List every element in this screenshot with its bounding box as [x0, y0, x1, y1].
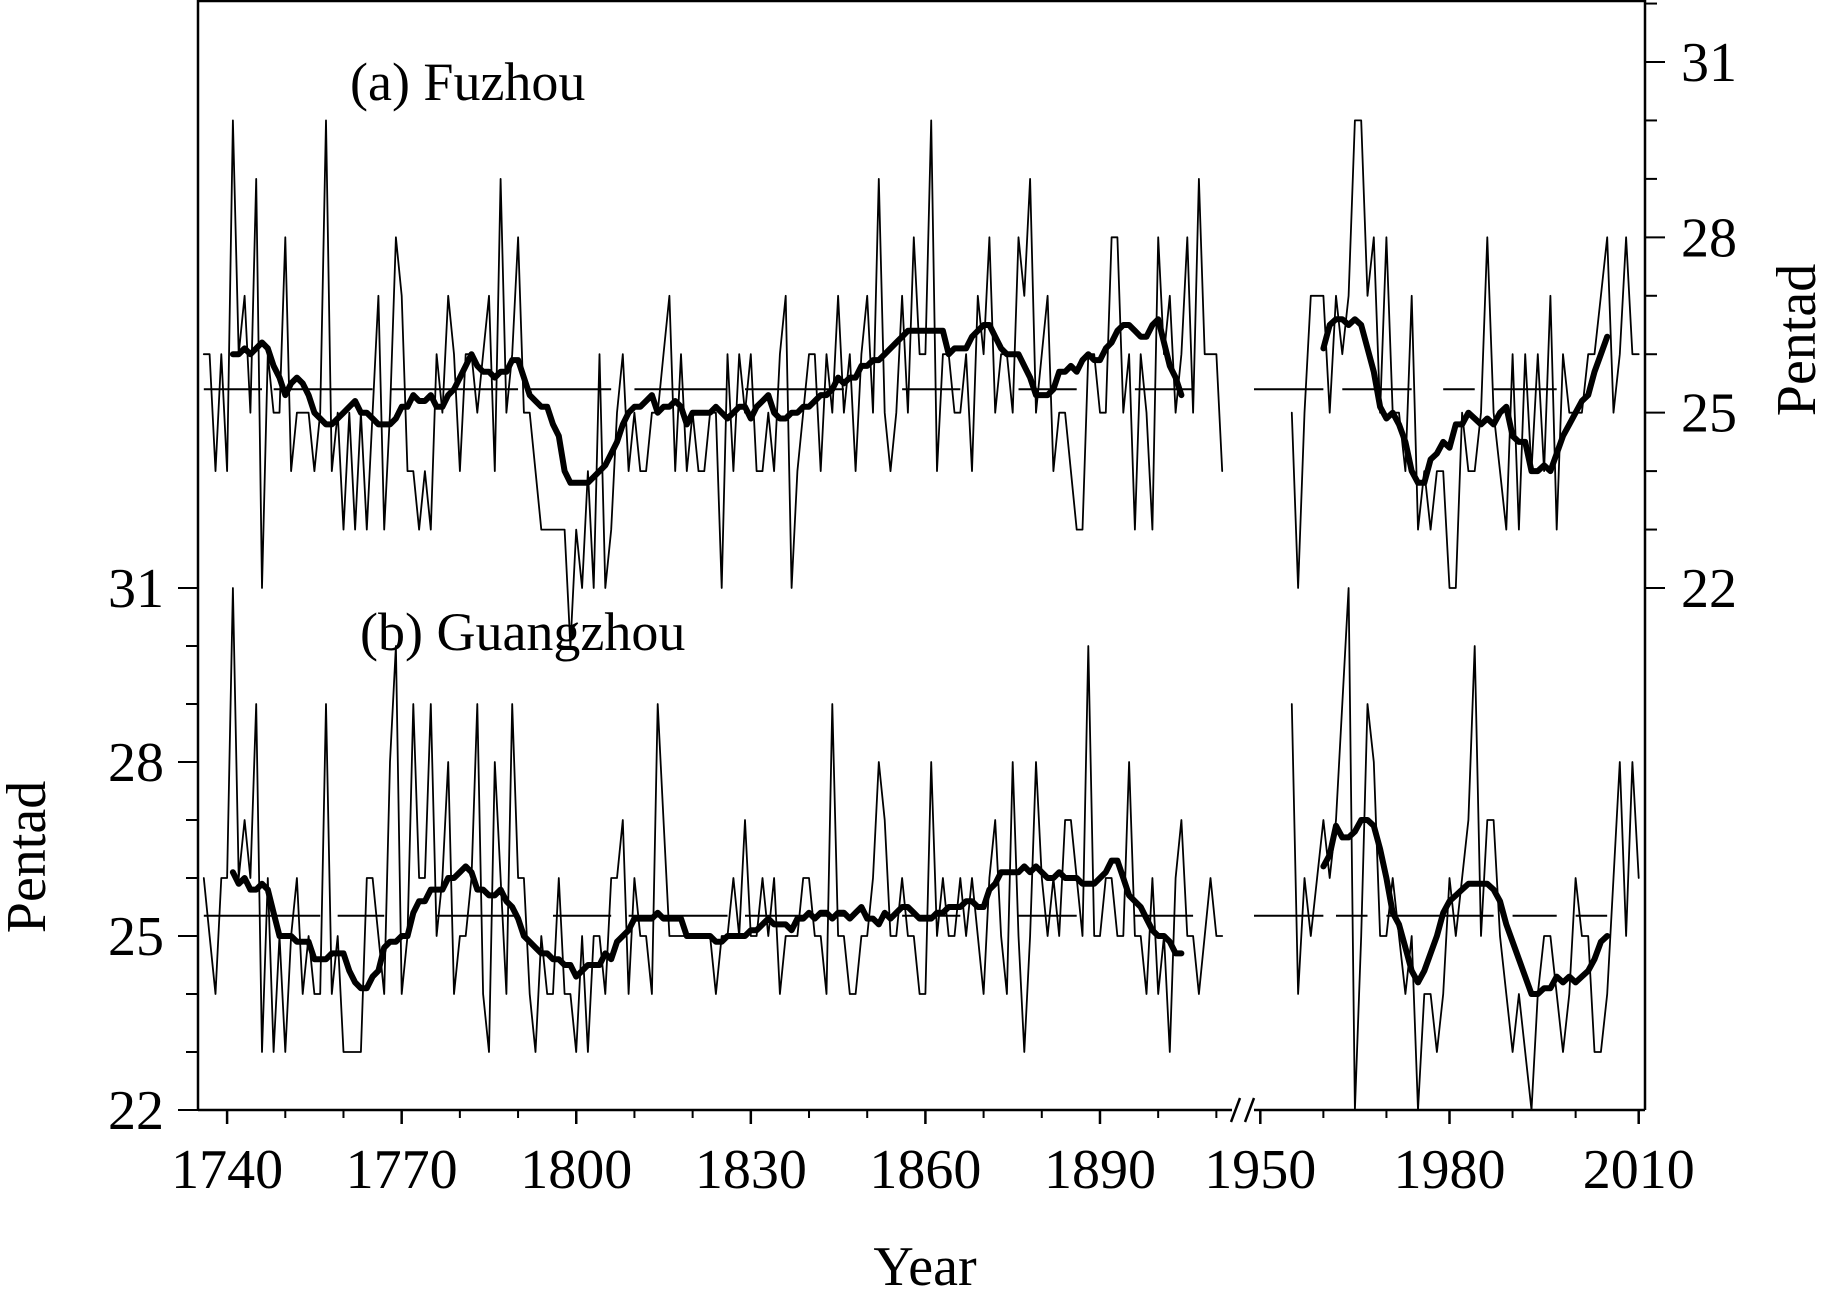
panel-a-thick-line-recent [1320, 316, 1611, 486]
x-axis-label: Year [873, 1236, 977, 1291]
panel-a-thick-line-early [229, 316, 1185, 486]
panel-a-thin-line-early [202, 119, 1224, 648]
panel-a-title: (a) Fuzhou [350, 52, 585, 112]
x-tick-label: 2010 [1583, 1139, 1695, 1201]
panel-a-thin-line-recent [1290, 119, 1640, 589]
y-tick-label-left: 25 [108, 906, 164, 968]
y-tick-label-left: 31 [108, 558, 164, 620]
y-tick-label-right: 25 [1681, 383, 1737, 445]
y-tick-label-right: 31 [1681, 32, 1737, 94]
y-tick-label-left: 28 [108, 732, 164, 794]
y-axis-label-right: Pentad [1766, 264, 1828, 416]
panel-b-thick-line-early [229, 857, 1185, 992]
axis-break-mark [1243, 1097, 1256, 1123]
x-tick-label: 1740 [171, 1139, 283, 1201]
panel-b-thick-line-recent [1320, 817, 1611, 997]
panel-b-thin-line-early [202, 587, 1224, 1053]
series-layer [202, 119, 1640, 1111]
y-tick-label-left: 22 [108, 1080, 164, 1142]
text-layer: (a) Fuzhou (b) Guangzhou Year Pentad Pen… [0, 52, 1828, 1296]
y-tick-label-right: 28 [1681, 207, 1737, 269]
x-tick-label: 1770 [346, 1139, 458, 1201]
x-tick-label: 1980 [1394, 1139, 1506, 1201]
x-tick-label: 1950 [1204, 1139, 1316, 1201]
x-tick-label: 1890 [1044, 1139, 1156, 1201]
y-axis-label-left: Pentad [0, 781, 58, 933]
panel-b-thin-line-recent [1290, 587, 1640, 1111]
y-tick-label-right: 22 [1681, 558, 1737, 620]
panel-b-title: (b) Guangzhou [360, 602, 685, 662]
axes-layer: 1740 1770 1800 1830 1860 1890 1950 1980 2010 22 25… [108, 0, 1737, 1201]
x-tick-label: 1860 [869, 1139, 981, 1201]
x-tick-label: 1800 [520, 1139, 632, 1201]
x-tick-label: 1830 [695, 1139, 807, 1201]
axis-break-mark [1229, 1097, 1242, 1123]
